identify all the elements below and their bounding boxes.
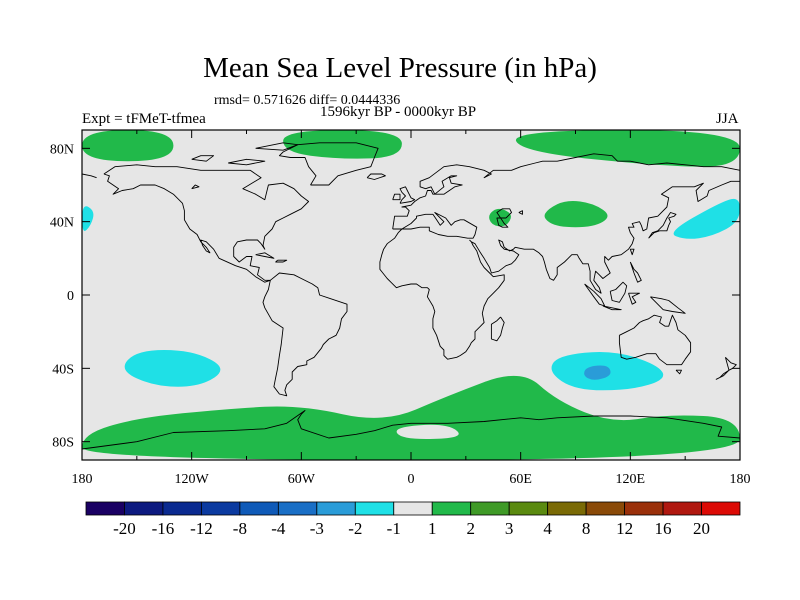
x-tick-label: 180 (72, 472, 93, 487)
map-background (82, 130, 740, 460)
coastline-segment (392, 212, 478, 239)
season-label: JJA (716, 111, 739, 127)
colorbar-swatch (470, 501, 510, 516)
colorbar-label: 1 (428, 519, 437, 538)
y-tick-label: 0 (67, 289, 74, 304)
colorbar-swatch (701, 501, 741, 516)
coastline-segment (81, 410, 741, 450)
colorbar-label: -16 (152, 519, 175, 538)
colorbar-swatch (547, 501, 587, 516)
anomaly-region-north-pacific-negative (673, 198, 740, 239)
coastlines (81, 142, 741, 450)
x-axis-labels: 180 120W 60W 0 60E 120E 180 (72, 472, 751, 487)
anomaly-region-arctic-atlantic-positive (283, 130, 402, 159)
coastline-segment (602, 305, 622, 311)
coastline-segment (675, 369, 682, 375)
colorbar-swatch (124, 501, 164, 516)
y-tick-label: 80N (50, 142, 74, 157)
colorbar-swatch (239, 501, 279, 516)
x-tick-label: 180 (730, 472, 751, 487)
coastline-segment (379, 228, 505, 360)
coastline-segment (81, 173, 97, 179)
coastline-segment (724, 356, 737, 371)
coastline-segment (609, 281, 628, 303)
colorbar-label: 2 (466, 519, 475, 538)
colorbar-swatch (354, 501, 395, 516)
coastline-segment (366, 173, 386, 180)
colorbar-swatch (201, 501, 241, 516)
coastline-segment (392, 153, 741, 230)
coastline-segment (628, 292, 640, 305)
coastline-segment (715, 369, 730, 380)
anomaly-region-southern-ocean-positive (82, 375, 740, 460)
anomaly-region-arctic-pacific-positive (82, 130, 174, 162)
colorbar-swatch (662, 501, 702, 516)
anomaly-region-antarctic-weddell-gap (396, 424, 459, 440)
coastline-segment (618, 314, 692, 366)
anomaly-region-south-pacific-negative (124, 350, 221, 387)
anomaly-region-central-asia-positive (544, 200, 608, 228)
period-label: 1596kyr BP - 0000kyr BP (320, 104, 477, 120)
y-tick-label: 80S (52, 436, 74, 451)
y-tick-label: 40S (52, 362, 74, 377)
coastline-segment (496, 208, 512, 228)
experiment-label: Expt = tFMeT-tfmea (82, 111, 206, 127)
coastline-segment (469, 180, 740, 294)
colorbar-label: -1 (387, 519, 401, 538)
x-tick-label: 60E (509, 472, 532, 487)
colorbar-swatch (316, 501, 356, 516)
anomaly-region-south-indian-core (584, 365, 611, 380)
coastline-segment (490, 316, 505, 342)
colorbar-label: -20 (113, 519, 136, 538)
figure-title: Mean Sea Level Pressure (in hPa) (203, 52, 597, 84)
x-tick-label: 120E (616, 472, 646, 487)
colorbar-label: 20 (693, 519, 710, 538)
colorbar-label: -3 (310, 519, 324, 538)
colorbar-label: 3 (505, 519, 514, 538)
coastline-segment (650, 296, 686, 314)
colorbar: -20 -16 -12 -8 -4 -3 -2 -1 1 2 3 4 8 12 16 20 (85, 501, 741, 538)
axis-ticks (81, 130, 741, 460)
colorbar-label: 16 (655, 519, 672, 538)
coastline-segment (262, 272, 348, 397)
colorbar-label: 4 (543, 519, 552, 538)
coastline-segment (392, 193, 401, 201)
anomaly-region-arctic-siberia-positive (515, 130, 740, 167)
anomaly-region-north-atlantic-edge-negative (82, 206, 94, 231)
coastline-segment (648, 212, 677, 239)
coastline-segment (255, 252, 275, 259)
coastline-segment (191, 155, 215, 162)
x-tick-label: 120W (175, 472, 210, 487)
colorbar-label: -2 (348, 519, 362, 538)
colorbar-swatch (393, 501, 433, 516)
colorbar-label: 8 (582, 519, 591, 538)
coastline-segment (228, 158, 266, 166)
coastline-segment (103, 164, 310, 283)
colorbar-label: 12 (616, 519, 633, 538)
colorbar-label: -12 (190, 519, 213, 538)
coastline-segment (518, 210, 523, 215)
colorbar-swatch (431, 501, 472, 516)
colorbar-swatch (85, 501, 125, 516)
colorbar-label: -8 (233, 519, 247, 538)
colorbar-swatch (508, 501, 549, 516)
coastline-segment (278, 142, 379, 186)
colorbar-swatch (277, 501, 318, 516)
coastline-segment (275, 259, 288, 263)
colorbar-swatch (162, 501, 202, 516)
coastline-segment (629, 248, 635, 256)
colorbar-swatch (585, 501, 625, 516)
y-axis-labels: 80N 40N 0 40S 80S (50, 142, 74, 450)
coastline-segment (629, 261, 642, 283)
colorbar-label: -4 (271, 519, 286, 538)
coastline-segment (191, 184, 200, 190)
y-tick-label: 40N (50, 216, 74, 231)
coastline-segment (255, 142, 299, 151)
x-tick-label: 60W (288, 472, 316, 487)
coastline-segment (399, 186, 416, 204)
rmsd-diff-stats: rmsd= 0.571626 diff= 0.0444336 (214, 93, 401, 108)
colorbar-swatch (624, 501, 664, 516)
x-tick-label: 0 (408, 472, 415, 487)
